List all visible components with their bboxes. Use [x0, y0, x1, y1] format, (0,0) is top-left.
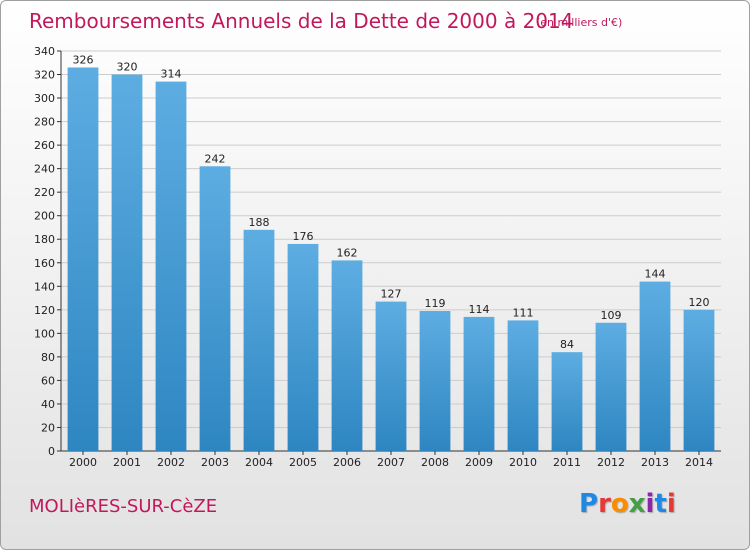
y-tick-label: 100	[34, 327, 55, 340]
bar-value-label: 314	[161, 68, 182, 81]
x-tick-label: 2005	[289, 456, 317, 469]
x-tick-label: 2012	[597, 456, 625, 469]
bar	[419, 311, 451, 451]
y-tick-label: 120	[34, 304, 55, 317]
y-tick-label: 280	[34, 116, 55, 129]
bar	[155, 81, 187, 452]
bar	[375, 301, 407, 451]
x-tick-label: 2004	[245, 456, 273, 469]
x-tick-label: 2009	[465, 456, 493, 469]
x-tick-label: 2002	[157, 456, 185, 469]
x-tick-label: 2007	[377, 456, 405, 469]
bar	[287, 243, 319, 451]
axes: 0 20 40 60 80 100 120 140 160 180 200 220 240 260 280 3…	[34, 45, 721, 469]
x-tick-label: 2011	[553, 456, 581, 469]
bar	[639, 281, 671, 451]
bar-value-label: 326	[73, 53, 94, 66]
bar-value-label: 127	[381, 288, 402, 301]
bar-value-label: 144	[645, 268, 666, 281]
bar-value-label: 320	[117, 61, 138, 74]
y-tick-label: 60	[41, 374, 55, 387]
x-tick-label: 2000	[69, 456, 97, 469]
logo-letter: i	[666, 489, 676, 519]
bars	[67, 67, 715, 452]
y-tick-label: 240	[34, 163, 55, 176]
logo-letter: r	[598, 489, 611, 519]
y-tick-label: 340	[34, 45, 55, 58]
proxiti-logo[interactable]: Proxiti	[579, 489, 676, 519]
x-tick-label: 2013	[641, 456, 669, 469]
bar	[243, 229, 275, 451]
bar-value-label: 176	[293, 230, 314, 243]
bar-value-label: 111	[513, 306, 534, 319]
y-tick-label: 200	[34, 210, 55, 223]
x-tick-label: 2003	[201, 456, 229, 469]
bar	[67, 67, 99, 452]
logo-letter: P	[579, 489, 599, 519]
y-tick-label: 80	[41, 351, 55, 364]
bar-value-label: 109	[601, 309, 622, 322]
x-tick-label: 2014	[685, 456, 713, 469]
y-tick-label: 260	[34, 139, 55, 152]
y-tick-label: 140	[34, 280, 55, 293]
data-labels: 326 320 314 242 188 176 162 127 119 114 111 84 109 14…	[73, 53, 710, 351]
logo-letter: i	[645, 489, 655, 519]
x-tick-label: 2008	[421, 456, 449, 469]
bar	[507, 320, 539, 451]
bar	[111, 74, 143, 451]
bar-value-label: 242	[205, 152, 226, 165]
bar-value-label: 114	[469, 303, 490, 316]
y-tick-label: 220	[34, 186, 55, 199]
bar-value-label: 120	[689, 296, 710, 309]
logo-letter: t	[654, 489, 667, 519]
bar-value-label: 162	[337, 246, 358, 259]
bar-value-label: 119	[425, 297, 446, 310]
chart-title: Remboursements Annuels de la Dette de 20…	[29, 9, 574, 33]
bar	[463, 316, 495, 451]
x-tick-label: 2006	[333, 456, 361, 469]
bar	[199, 166, 231, 451]
y-tick-label: 180	[34, 233, 55, 246]
bar-value-label: 84	[560, 338, 574, 351]
town-name: MOLIèRES-SUR-CèZE	[29, 496, 218, 517]
bar-value-label: 188	[249, 216, 270, 229]
logo-letter: x	[628, 489, 646, 519]
bar	[551, 352, 583, 451]
logo-letter: o	[610, 489, 629, 519]
bar	[683, 309, 715, 451]
y-tick-label: 320	[34, 69, 55, 82]
bar	[331, 260, 363, 451]
x-tick-label: 2010	[509, 456, 537, 469]
x-tick-label: 2001	[113, 456, 141, 469]
y-tick-label: 160	[34, 257, 55, 270]
y-tick-label: 20	[41, 421, 55, 434]
chart-unit: (en milliers d'€)	[536, 16, 623, 29]
y-tick-label: 300	[34, 92, 55, 105]
bar	[595, 322, 627, 451]
y-tick-label: 0	[48, 445, 55, 458]
y-tick-label: 40	[41, 398, 55, 411]
